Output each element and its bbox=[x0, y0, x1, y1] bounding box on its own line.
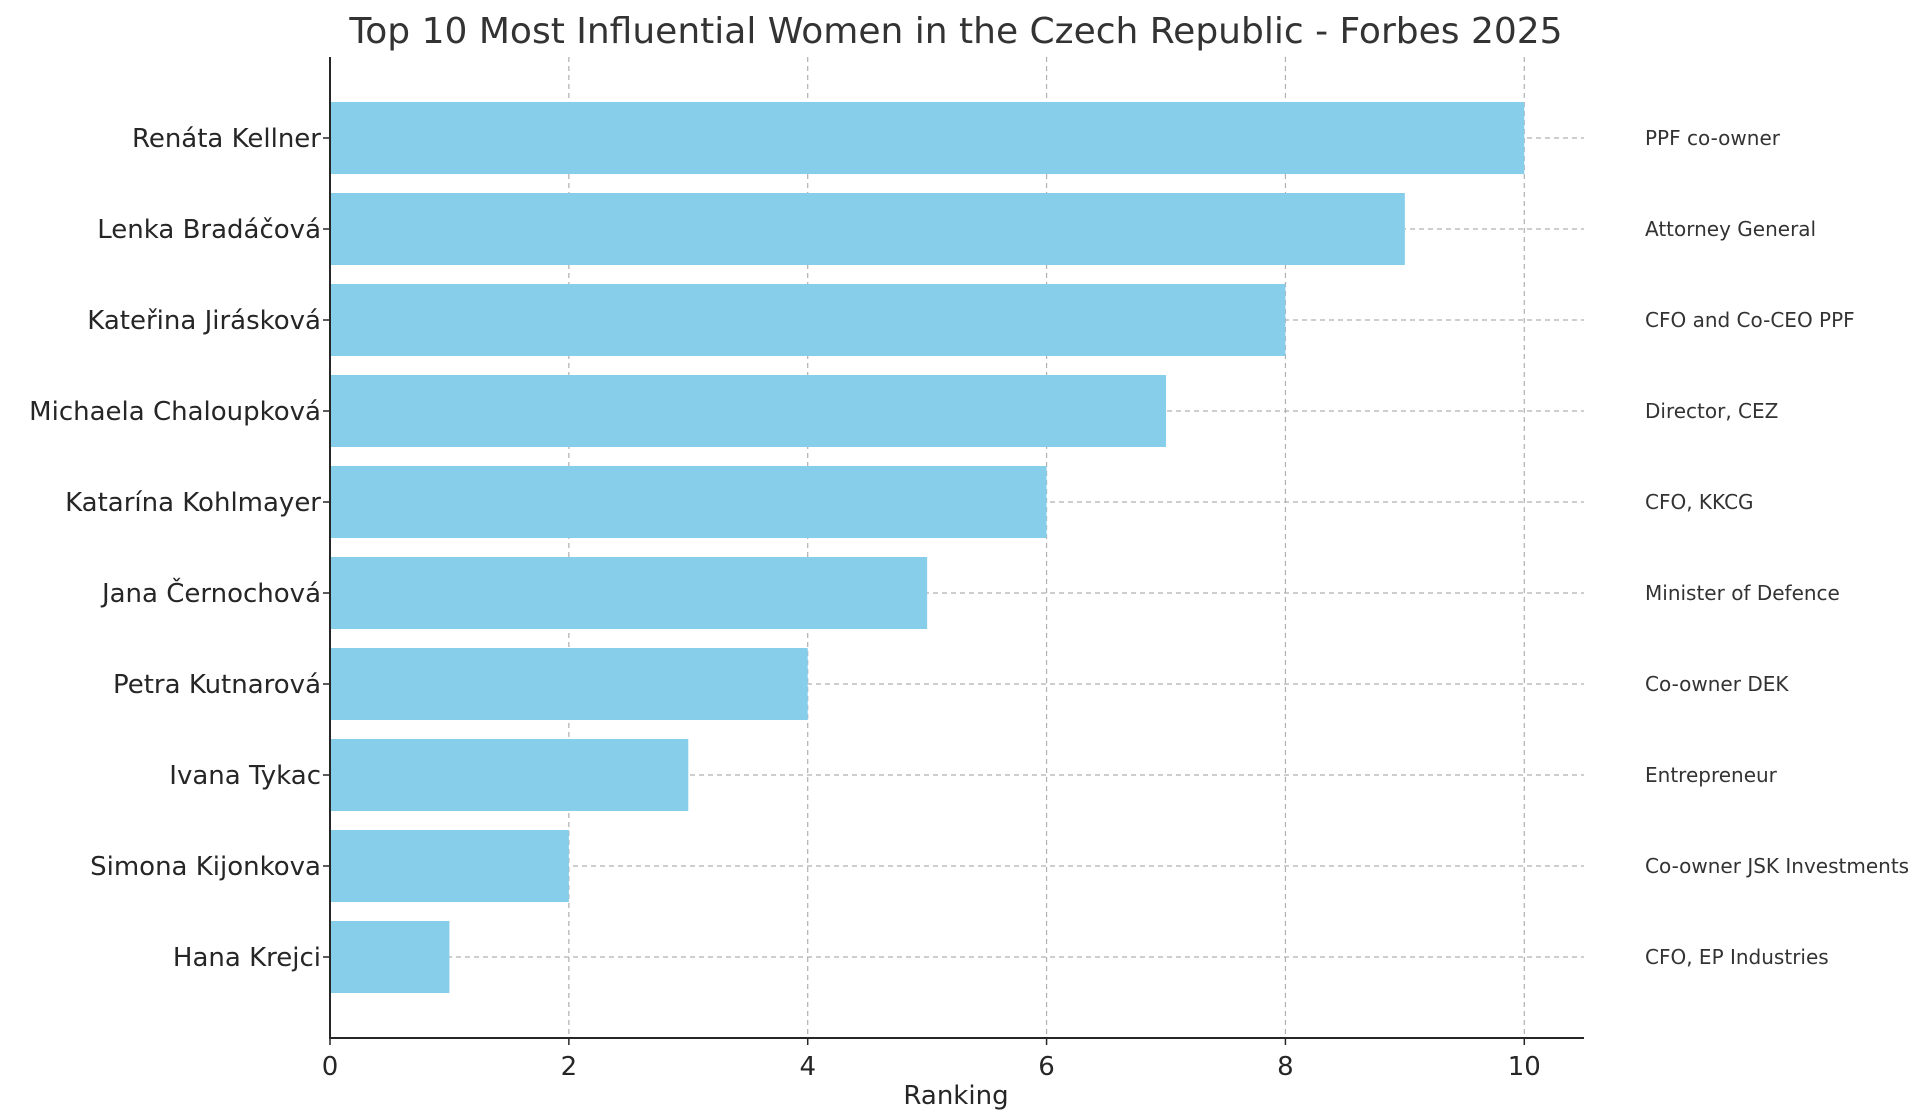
x-tick-labels: 0 2 4 6 8 10 bbox=[322, 1038, 1541, 1082]
bar bbox=[330, 648, 808, 720]
x-tick-label: 8 bbox=[1277, 1052, 1294, 1082]
y-tick-label: Hana Krejci bbox=[173, 943, 321, 973]
bar bbox=[330, 375, 1166, 447]
y-tick-label: Katarína Kohlmayer bbox=[65, 488, 321, 518]
y-tick-label: Ivana Tykac bbox=[169, 761, 321, 791]
bar bbox=[330, 557, 928, 629]
bar-annotation: CFO, EP Industries bbox=[1645, 945, 1829, 969]
bar-annotation: PPF co-owner bbox=[1645, 126, 1781, 150]
bar bbox=[330, 102, 1525, 174]
bar bbox=[330, 193, 1405, 265]
bar-annotation: Co-owner JSK Investments bbox=[1645, 854, 1909, 878]
y-tick-label: Lenka Bradáčová bbox=[97, 215, 321, 245]
bar bbox=[330, 921, 450, 993]
x-tick-label: 6 bbox=[1038, 1052, 1055, 1082]
y-tick-label: Renáta Kellner bbox=[132, 124, 321, 154]
bar bbox=[330, 284, 1286, 356]
y-tick-label: Michaela Chaloupková bbox=[29, 397, 321, 427]
bar bbox=[330, 466, 1047, 538]
y-tick-labels: Renáta Kellner Lenka Bradáčová Kateřina Ji… bbox=[29, 124, 330, 973]
bar-annotation: Director, CEZ bbox=[1645, 399, 1778, 423]
bar bbox=[330, 739, 689, 811]
bar bbox=[330, 830, 569, 902]
bars bbox=[330, 102, 1525, 993]
x-tick-label: 2 bbox=[561, 1052, 578, 1082]
y-tick-label: Kateřina Jirásková bbox=[87, 306, 321, 336]
y-tick-label: Petra Kutnarová bbox=[113, 670, 321, 700]
bar-annotation: Attorney General bbox=[1645, 217, 1816, 241]
y-tick-label: Simona Kijonkova bbox=[90, 852, 321, 882]
bar-annotation: Entrepreneur bbox=[1645, 763, 1778, 787]
chart-title: Top 10 Most Influential Women in the Cze… bbox=[348, 11, 1562, 52]
bar-annotations: PPF co-owner Attorney General CFO and Co-C… bbox=[1645, 126, 1909, 969]
bar-annotation: CFO, KKCG bbox=[1645, 490, 1754, 514]
x-tick-label: 4 bbox=[799, 1052, 816, 1082]
bar-annotation: Co-owner DEK bbox=[1645, 672, 1789, 696]
x-axis-label: Ranking bbox=[903, 1081, 1008, 1111]
bar-annotation: CFO and Co-CEO PPF bbox=[1645, 308, 1855, 332]
y-tick-label: Jana Černochová bbox=[100, 577, 321, 609]
x-tick-label: 0 bbox=[322, 1052, 339, 1082]
x-tick-label: 10 bbox=[1508, 1052, 1541, 1082]
bar-annotation: Minister of Defence bbox=[1645, 581, 1840, 605]
